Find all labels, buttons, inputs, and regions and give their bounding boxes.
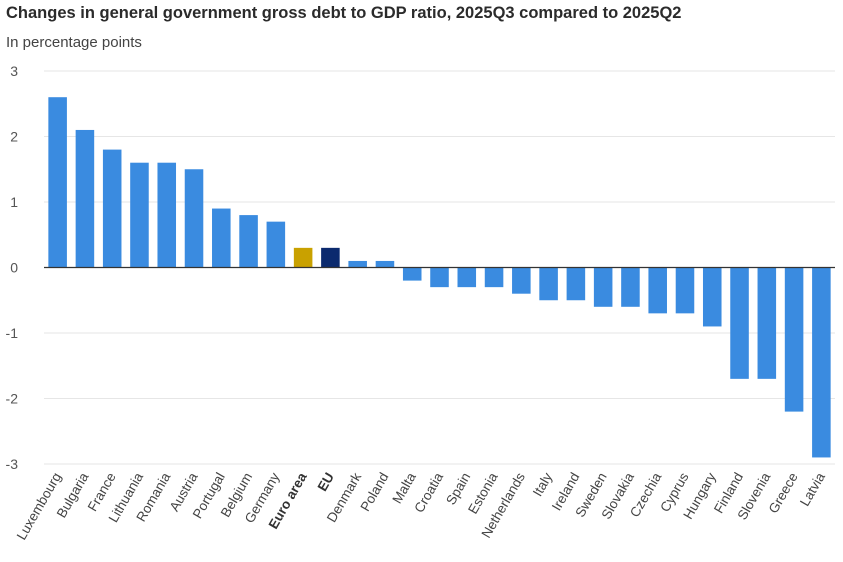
y-tick-label: 2	[10, 129, 18, 145]
bar	[157, 162, 177, 268]
bar	[621, 267, 640, 307]
y-axis: 3 2 1 0 -1 -2 -3	[6, 63, 19, 472]
bar	[784, 267, 804, 412]
bar	[239, 215, 258, 268]
bar	[348, 260, 367, 268]
chart-title: Changes in general government gross debt…	[6, 4, 682, 22]
bar	[566, 267, 586, 301]
y-tick-label: 3	[10, 63, 18, 79]
bar	[130, 162, 149, 268]
y-tick-label: -2	[6, 391, 19, 407]
y-tick-label: 0	[10, 260, 18, 276]
bar	[375, 260, 395, 268]
x-axis: LuxembourgBulgariaFranceLithuaniaRomania…	[14, 470, 828, 543]
bar	[402, 267, 422, 281]
bar	[702, 267, 722, 327]
bar	[484, 267, 504, 288]
bar	[648, 267, 667, 314]
bar	[593, 267, 613, 307]
bar	[539, 267, 558, 301]
chart-subtitle: In percentage points	[6, 34, 142, 51]
bar	[212, 208, 231, 268]
bar	[757, 267, 777, 379]
bar	[321, 247, 340, 268]
y-tick-label: -3	[6, 456, 19, 472]
bar	[457, 267, 477, 288]
bar	[512, 267, 531, 294]
y-tick-label: 1	[10, 194, 18, 210]
bar	[266, 221, 286, 268]
bar	[730, 267, 749, 379]
x-tick-label: EU	[315, 470, 337, 494]
bar	[75, 129, 95, 268]
bar	[48, 97, 67, 268]
bar	[675, 267, 695, 314]
x-tick-label: Italy	[530, 470, 555, 499]
bar	[293, 247, 313, 268]
y-tick-label: -1	[6, 325, 19, 341]
bar	[184, 169, 204, 268]
bars	[48, 97, 831, 458]
bar	[102, 149, 122, 268]
bar	[812, 267, 831, 458]
bar	[430, 267, 449, 288]
x-tick-label: Latvia	[797, 470, 828, 509]
